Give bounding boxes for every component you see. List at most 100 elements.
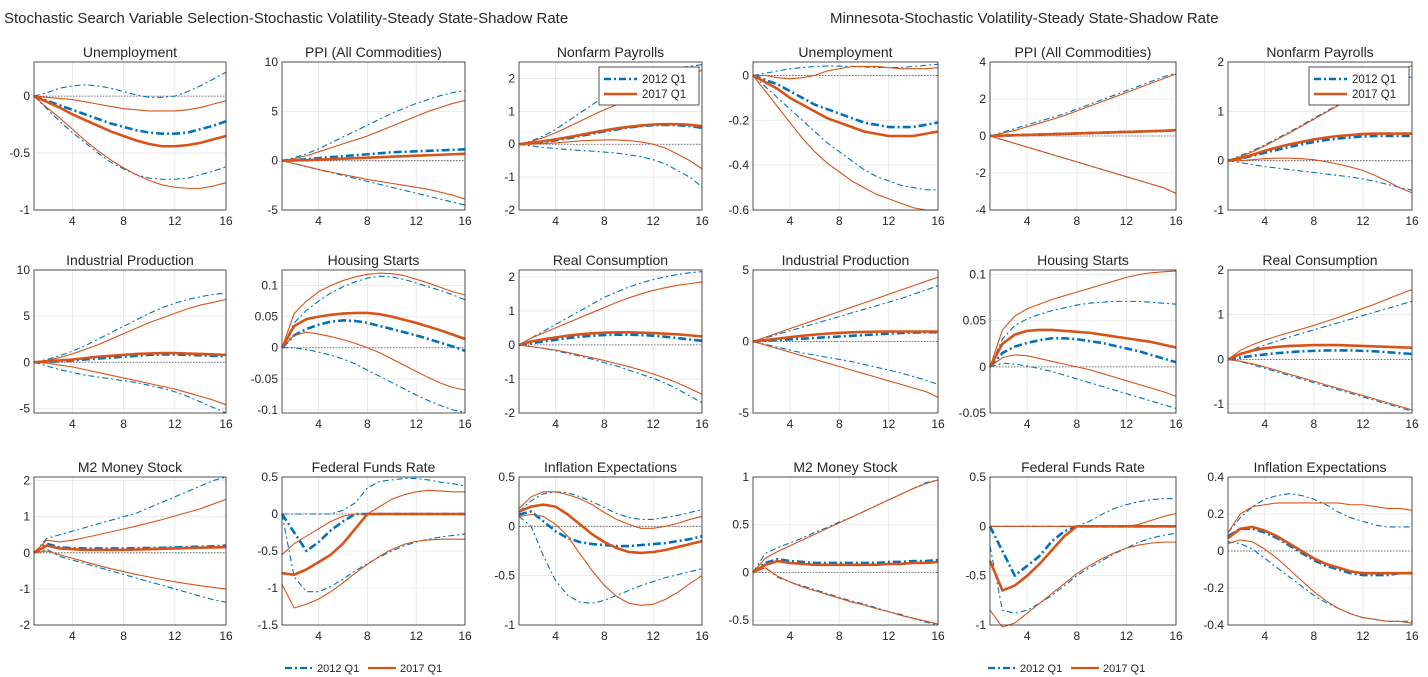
x-tick-label: 16: [695, 417, 709, 431]
series-line-2012-q1-lower: [989, 532, 1177, 614]
series-line-2017-q1-upper: [752, 276, 939, 343]
series-line-2017-q1-median: [1227, 343, 1413, 361]
y-tick-label: 5: [271, 104, 278, 118]
series-line-2012-q1-lower: [1227, 160, 1413, 191]
x-tick-label: 12: [1356, 417, 1370, 431]
y-tick-label: -0.1: [257, 403, 278, 417]
y-tick-label: -0.4: [1203, 618, 1224, 632]
y-tick-label: -0.5: [728, 613, 749, 627]
x-tick-label: 12: [1120, 417, 1134, 431]
x-tick-label: 4: [787, 417, 794, 431]
series-line-2017-q1-lower: [281, 160, 466, 200]
panel-title: Housing Starts: [1037, 252, 1129, 268]
series-line-2012-q1-upper: [752, 63, 939, 76]
x-tick-label: 16: [1405, 417, 1419, 431]
panel-title: Nonfarm Payrolls: [557, 44, 664, 60]
series-line-2012-q1-median: [1227, 349, 1413, 361]
series-line-2017-q1-upper: [33, 95, 227, 112]
x-tick-label: 4: [1261, 417, 1268, 431]
x-tick-label: 16: [931, 214, 945, 228]
y-tick-label: 0: [271, 507, 278, 521]
x-tick-label: 16: [219, 417, 233, 431]
series-line-2017-q1-upper: [989, 73, 1177, 137]
series-line-2012-q1-upper: [281, 275, 466, 348]
x-tick-label: 8: [364, 417, 371, 431]
series-line-2012-q1-median: [518, 510, 703, 548]
legend-label-2012: 2012 Q1: [1020, 663, 1062, 675]
series-line-2012-q1-upper: [752, 285, 939, 343]
series-line-2017-q1-upper: [989, 270, 1177, 368]
legend-label-2012: 2012 Q1: [317, 663, 359, 675]
panel-title: Real Consumption: [553, 252, 668, 268]
y-tick-label: 0.2: [1207, 507, 1224, 521]
series-line-2017-q1-lower: [1227, 539, 1413, 624]
series-line-2017-q1-median: [752, 559, 939, 574]
y-tick-label: -2: [975, 166, 986, 180]
x-tick-label: 4: [1261, 214, 1268, 228]
panel-title: Federal Funds Rate: [312, 459, 436, 475]
x-tick-label: 8: [364, 214, 371, 228]
x-tick-label: 16: [219, 214, 233, 228]
series-line-2017-q1-median: [988, 525, 1176, 592]
series-line-2017-q1-lower: [519, 139, 703, 170]
axes-box: [752, 61, 939, 211]
series-line-2017-q1-lower: [281, 331, 466, 391]
axes-box: [33, 61, 227, 211]
y-tick-label: -1: [1213, 397, 1224, 411]
series-line-2017-q1-median: [518, 122, 703, 146]
series-line-2017-q1-upper: [281, 99, 466, 162]
axes-box: [1227, 269, 1413, 414]
x-tick-label: 4: [1024, 417, 1031, 431]
y-tick-label: 10: [265, 55, 279, 69]
y-tick-label: 1: [742, 470, 749, 484]
y-tick-label: 0.5: [732, 518, 749, 532]
x-tick-label: 8: [1311, 417, 1318, 431]
series-line-2017-q1-lower: [518, 513, 703, 606]
x-tick-label: 8: [601, 214, 608, 228]
y-tick-label: 0.5: [498, 470, 515, 484]
panel-title: M2 Money Stock: [78, 459, 183, 475]
x-tick-label: 16: [1169, 629, 1183, 643]
y-tick-label: -5: [267, 203, 278, 217]
axes-box: [989, 269, 1177, 414]
y-tick-label: -1: [504, 170, 515, 184]
x-tick-label: 8: [836, 629, 843, 643]
y-tick-label: -1: [504, 372, 515, 386]
series-line-2012-q1-upper: [1227, 300, 1413, 360]
series-line-2017-q1-lower: [518, 344, 703, 395]
x-tick-label: 16: [931, 629, 945, 643]
x-tick-label: 16: [1405, 629, 1419, 643]
series-line-2012-q1-median: [280, 512, 465, 553]
y-tick-label: 2: [508, 270, 515, 284]
series-line-2012-q1-lower: [281, 513, 466, 593]
y-tick-label: -1: [1213, 203, 1224, 217]
y-tick-label: -2: [19, 618, 30, 632]
series-line-2012-q1-upper: [282, 477, 466, 515]
y-tick-label: 0: [979, 519, 986, 533]
x-tick-label: 12: [647, 417, 661, 431]
series-line-2017-q1-median: [1227, 525, 1412, 575]
y-tick-label: 1: [1217, 308, 1224, 322]
y-tick-label: 1: [1217, 104, 1224, 118]
x-tick-label: 12: [882, 417, 896, 431]
axes-box: [33, 476, 227, 626]
x-tick-label: 12: [410, 214, 424, 228]
panel-title: Industrial Production: [66, 252, 194, 268]
series-line-2017-q1-lower: [281, 538, 465, 609]
y-tick-label: 0: [742, 565, 749, 579]
y-tick-label: -0.05: [959, 406, 987, 420]
series-line-2017-q1-lower: [33, 95, 227, 189]
x-tick-label: 8: [364, 629, 371, 643]
axes-box: [1227, 61, 1413, 211]
y-tick-label: -1.5: [257, 618, 278, 632]
y-tick-label: 0.4: [1207, 470, 1224, 484]
series-line-2017-q1-median: [988, 328, 1177, 368]
y-tick-label: 1: [508, 304, 515, 318]
panel-title: PPI (All Commodities): [1015, 44, 1152, 60]
series-line-2017-q1-median: [33, 351, 227, 364]
series-line-2017-q1-upper: [518, 491, 703, 529]
x-tick-label: 4: [69, 629, 76, 643]
series-line-2012-q1-median: [989, 336, 1177, 368]
series-line-2012-q1-lower: [33, 548, 227, 603]
